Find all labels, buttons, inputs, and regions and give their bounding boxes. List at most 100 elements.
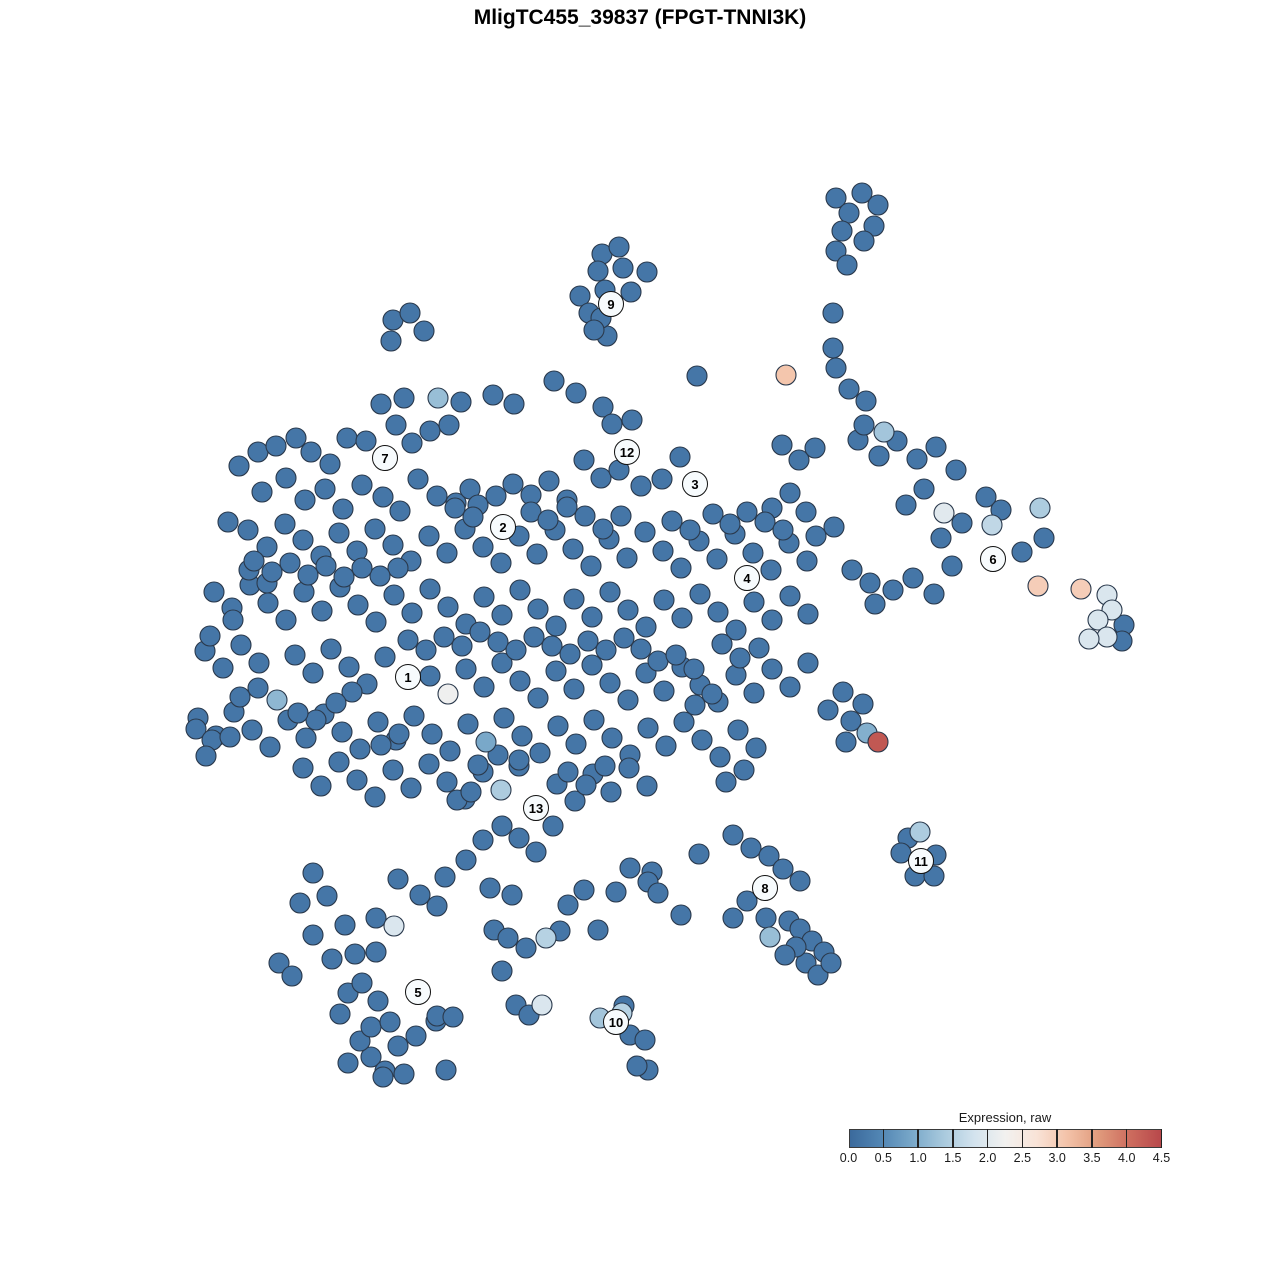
- scatter-point[interactable]: [351, 557, 373, 579]
- scatter-point[interactable]: [867, 194, 889, 216]
- scatter-point[interactable]: [941, 555, 963, 577]
- scatter-point[interactable]: [825, 187, 847, 209]
- scatter-point[interactable]: [435, 1059, 457, 1081]
- scatter-point[interactable]: [707, 601, 729, 623]
- scatter-point[interactable]: [505, 639, 527, 661]
- scatter-point[interactable]: [573, 879, 595, 901]
- scatter-point[interactable]: [701, 683, 723, 705]
- scatter-point[interactable]: [711, 633, 733, 655]
- scatter-point[interactable]: [385, 414, 407, 436]
- scatter-point[interactable]: [360, 1016, 382, 1038]
- scatter-point[interactable]: [864, 593, 886, 615]
- scatter-point[interactable]: [822, 337, 844, 359]
- scatter-point[interactable]: [333, 566, 355, 588]
- scatter-point[interactable]: [365, 907, 387, 929]
- scatter-point[interactable]: [401, 432, 423, 454]
- cluster-label-11[interactable]: 11: [908, 848, 934, 874]
- scatter-point[interactable]: [913, 478, 935, 500]
- scatter-point[interactable]: [527, 598, 549, 620]
- scatter-point[interactable]: [855, 390, 877, 412]
- scatter-point[interactable]: [581, 654, 603, 676]
- scatter-point[interactable]: [222, 609, 244, 631]
- scatter-point[interactable]: [374, 646, 396, 668]
- scatter-point[interactable]: [527, 687, 549, 709]
- scatter-point[interactable]: [670, 557, 692, 579]
- scatter-point[interactable]: [612, 257, 634, 279]
- scatter-point[interactable]: [467, 754, 489, 776]
- scatter-point[interactable]: [673, 711, 695, 733]
- scatter-point[interactable]: [853, 230, 875, 252]
- scatter-point[interactable]: [259, 736, 281, 758]
- scatter-point[interactable]: [779, 676, 801, 698]
- scatter-point[interactable]: [709, 746, 731, 768]
- scatter-point[interactable]: [508, 749, 530, 771]
- scatter-point[interactable]: [565, 733, 587, 755]
- scatter-point[interactable]: [419, 665, 441, 687]
- scatter-point[interactable]: [771, 434, 793, 456]
- scatter-point[interactable]: [774, 944, 796, 966]
- cluster-label-8[interactable]: 8: [752, 875, 778, 901]
- scatter-point[interactable]: [320, 638, 342, 660]
- scatter-point[interactable]: [653, 680, 675, 702]
- scatter-point[interactable]: [788, 449, 810, 471]
- scatter-point[interactable]: [319, 453, 341, 475]
- scatter-point[interactable]: [523, 626, 545, 648]
- scatter-point[interactable]: [556, 496, 578, 518]
- scatter-point[interactable]: [364, 518, 386, 540]
- scatter-point[interactable]: [565, 382, 587, 404]
- scatter-point[interactable]: [557, 894, 579, 916]
- scatter-point[interactable]: [418, 525, 440, 547]
- scatter-point[interactable]: [804, 437, 826, 459]
- scatter-point[interactable]: [491, 960, 513, 982]
- scatter-point[interactable]: [867, 731, 889, 753]
- scatter-point[interactable]: [217, 511, 239, 533]
- scatter-point[interactable]: [543, 370, 565, 392]
- scatter-point[interactable]: [315, 555, 337, 577]
- scatter-point[interactable]: [684, 694, 706, 716]
- scatter-point[interactable]: [909, 821, 931, 843]
- scatter-point[interactable]: [400, 777, 422, 799]
- scatter-point[interactable]: [760, 559, 782, 581]
- scatter-point[interactable]: [450, 391, 472, 413]
- scatter-point[interactable]: [311, 600, 333, 622]
- scatter-point[interactable]: [329, 1003, 351, 1025]
- scatter-point[interactable]: [647, 650, 669, 672]
- scatter-point[interactable]: [437, 683, 459, 705]
- scatter-point[interactable]: [370, 393, 392, 415]
- scatter-point[interactable]: [261, 561, 283, 583]
- scatter-point[interactable]: [930, 527, 952, 549]
- scatter-point[interactable]: [419, 578, 441, 600]
- scatter-point[interactable]: [683, 658, 705, 680]
- scatter-point[interactable]: [413, 320, 435, 342]
- scatter-point[interactable]: [509, 670, 531, 692]
- scatter-point[interactable]: [229, 686, 251, 708]
- scatter-point[interactable]: [195, 745, 217, 767]
- scatter-point[interactable]: [237, 519, 259, 541]
- scatter-point[interactable]: [427, 387, 449, 409]
- scatter-point[interactable]: [736, 890, 758, 912]
- scatter-point[interactable]: [1070, 578, 1092, 600]
- scatter-point[interactable]: [618, 757, 640, 779]
- scatter-point[interactable]: [1087, 609, 1109, 631]
- scatter-point[interactable]: [367, 711, 389, 733]
- scatter-point[interactable]: [575, 774, 597, 796]
- scatter-point[interactable]: [873, 421, 895, 443]
- scatter-point[interactable]: [437, 596, 459, 618]
- scatter-point[interactable]: [241, 719, 263, 741]
- scatter-point[interactable]: [665, 644, 687, 666]
- scatter-point[interactable]: [387, 868, 409, 890]
- scatter-point[interactable]: [594, 755, 616, 777]
- cluster-label-2[interactable]: 2: [490, 514, 516, 540]
- scatter-point[interactable]: [600, 781, 622, 803]
- scatter-point[interactable]: [508, 827, 530, 849]
- scatter-point[interactable]: [490, 552, 512, 574]
- scatter-point[interactable]: [610, 505, 632, 527]
- scatter-point[interactable]: [399, 302, 421, 324]
- scatter-point[interactable]: [789, 870, 811, 892]
- scatter-point[interactable]: [442, 1006, 464, 1028]
- cluster-label-6[interactable]: 6: [980, 546, 1006, 572]
- scatter-point[interactable]: [515, 937, 537, 959]
- scatter-point[interactable]: [636, 775, 658, 797]
- scatter-point[interactable]: [531, 994, 553, 1016]
- scatter-point[interactable]: [397, 629, 419, 651]
